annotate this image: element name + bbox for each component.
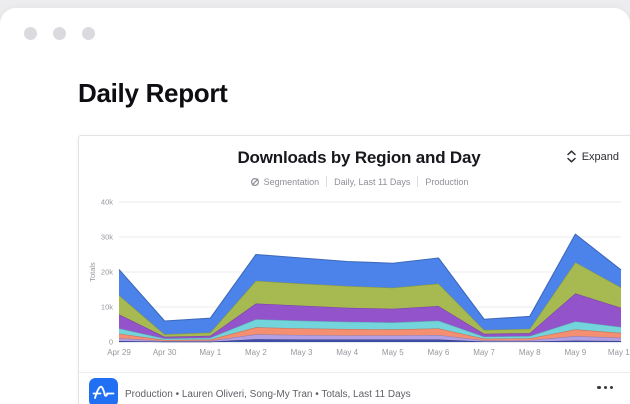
y-tick-label: 20k: [101, 268, 113, 277]
x-tick-label: May 10: [608, 348, 630, 357]
unfold-chevrons-icon: [566, 150, 576, 163]
y-axis-title: Totals: [88, 262, 97, 282]
x-tick-label: May 4: [336, 348, 358, 357]
circle-slash-icon: [250, 177, 259, 186]
y-tick-label: 0: [109, 338, 113, 347]
browser-window: Daily Report Downloads by Region and Day…: [0, 8, 630, 404]
meta-chart-type-label: Segmentation: [263, 176, 320, 187]
x-tick-label: May 5: [382, 348, 404, 357]
meta-chart-type: Segmentation: [250, 176, 320, 187]
x-tick-label: Apr 29: [107, 348, 131, 357]
x-tick-label: Apr 30: [153, 348, 177, 357]
meta-environment: Production: [425, 177, 468, 187]
x-tick-label: May 6: [428, 348, 450, 357]
meta-divider: [326, 176, 328, 187]
x-tick-label: May 8: [519, 348, 541, 357]
meta-date-range: Daily, Last 11 Days: [334, 177, 410, 187]
area-series-olive[interactable]: [119, 262, 621, 337]
y-tick-label: 40k: [101, 198, 113, 207]
x-tick-label: May 9: [564, 348, 586, 357]
y-tick-label: 10k: [101, 303, 113, 312]
card-footer: Production • Lauren Oliveri, Song-My Tra…: [89, 378, 615, 404]
area-series-blue-edge: [118, 233, 622, 322]
meta-divider: [417, 176, 419, 187]
window-dot-icon: [53, 27, 66, 40]
ellipsis-icon: [597, 386, 601, 390]
ellipsis-icon: [609, 386, 613, 390]
expand-button[interactable]: Expand: [566, 150, 619, 163]
window-dot-icon: [82, 27, 95, 40]
window-dot-icon: [24, 27, 37, 40]
chart-card: Downloads by Region and Day Expand Segme…: [78, 135, 630, 404]
window-controls: [24, 27, 95, 40]
more-options-button[interactable]: [595, 384, 615, 391]
page-title: Daily Report: [78, 78, 228, 108]
chart-meta-row: Segmentation Daily, Last 11 Days Product…: [79, 176, 630, 187]
meta-environment-label: Production: [425, 176, 469, 187]
expand-label: Expand: [581, 150, 619, 163]
x-tick-label: May 7: [473, 348, 495, 357]
ellipsis-icon: [603, 386, 607, 390]
x-tick-label: May 1: [199, 348, 221, 357]
card-divider: [79, 372, 630, 373]
area-series-purple[interactable]: [119, 293, 621, 339]
chart-source-description: Production • Lauren Oliveri, Song-My Tra…: [125, 389, 411, 400]
downloads-stacked-area-chart[interactable]: 0 10k 20k 30k 40k Totals Apr 29 Apr 30 May 1 May …: [79, 198, 630, 370]
x-tick-label: May 2: [245, 348, 267, 357]
chart-title: Downloads by Region and Day: [237, 148, 481, 167]
area-series-blue[interactable]: [119, 234, 621, 335]
amplitude-logo: [89, 378, 118, 404]
x-tick-label: May 3: [291, 348, 313, 357]
meta-date-range-label: Daily, Last 11 Days: [334, 176, 411, 187]
y-tick-label: 30k: [101, 233, 113, 242]
